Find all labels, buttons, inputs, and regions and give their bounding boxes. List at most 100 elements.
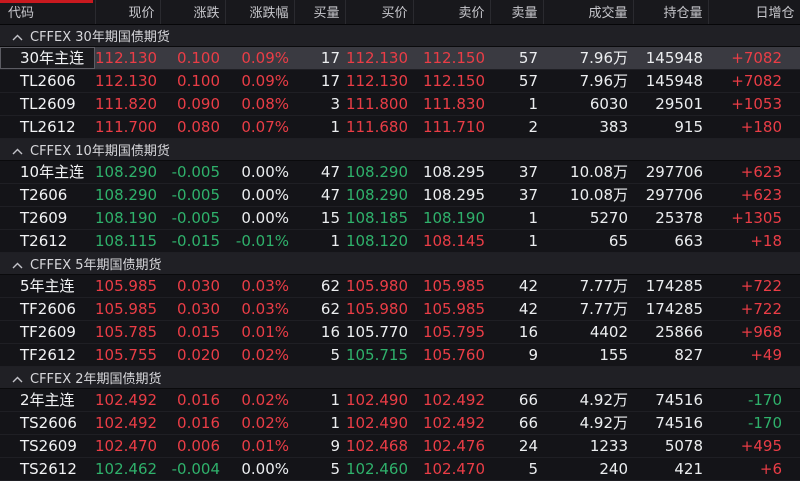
cell-chg_pct: 0.00% — [225, 160, 294, 184]
contract-code: 10年主连 — [0, 160, 95, 184]
contract-code: 30年主连 — [0, 46, 95, 70]
cell-ask_vol: 66 — [490, 411, 543, 435]
cell-bid_vol: 1 — [294, 115, 345, 139]
quote-row[interactable]: TF2606 105.985 0.030 0.03% 62 105.980 105.985 4… — [0, 297, 800, 321]
column-header-ask_vol[interactable]: 卖量 — [490, 0, 544, 25]
cell-bid_vol: 1 — [294, 388, 345, 412]
quote-row[interactable]: T2612 108.115 -0.015 -0.01% 1 108.120 108.145 1… — [0, 229, 800, 253]
cell-chg: -0.005 — [160, 160, 225, 184]
cell-last: 102.492 — [95, 411, 160, 435]
cell-last: 108.290 — [95, 160, 160, 184]
cell-last: 102.492 — [95, 388, 160, 412]
cell-ask: 102.470 — [413, 457, 490, 481]
cell-ask: 111.830 — [413, 92, 490, 116]
cell-chg_pct: 0.03% — [225, 297, 294, 321]
quote-row[interactable]: TL2606 112.130 0.100 0.09% 17 112.130 112.150 5… — [0, 69, 800, 93]
cell-bid: 102.468 — [345, 434, 413, 458]
cell-last: 102.470 — [95, 434, 160, 458]
cell-volume: 1233 — [543, 434, 633, 458]
contract-code: TL2612 — [0, 115, 95, 139]
cell-open_interest: 74516 — [633, 388, 708, 412]
cell-bid_vol: 3 — [294, 92, 345, 116]
cell-oi_chg: +495 — [708, 434, 800, 458]
cell-oi_chg: -170 — [708, 388, 800, 412]
cell-open_interest: 5078 — [633, 434, 708, 458]
group-header-row[interactable]: CFFEX 10年期国债期货 — [0, 137, 800, 161]
cell-ask_vol: 16 — [490, 320, 543, 344]
cell-oi_chg: +968 — [708, 320, 800, 344]
contract-code: TF2612 — [0, 343, 95, 367]
cell-chg: -0.005 — [160, 183, 225, 207]
cell-volume: 10.08万 — [543, 183, 633, 207]
cell-chg_pct: 0.01% — [225, 320, 294, 344]
quote-row[interactable]: 10年主连 108.290 -0.005 0.00% 47 108.290 108.295 3… — [0, 160, 800, 184]
contract-code: 5年主连 — [0, 274, 95, 298]
cell-volume: 10.08万 — [543, 160, 633, 184]
cell-ask_vol: 57 — [490, 46, 543, 70]
cell-chg: -0.004 — [160, 457, 225, 481]
cell-volume: 7.96万 — [543, 46, 633, 70]
column-header-volume[interactable]: 成交量 — [543, 0, 634, 25]
quote-row[interactable]: TL2609 111.820 0.090 0.08% 3 111.800 111.830 1 6… — [0, 92, 800, 116]
cell-chg: 0.020 — [160, 343, 225, 367]
cell-ask_vol: 1 — [490, 229, 543, 253]
cell-bid: 111.800 — [345, 92, 413, 116]
cell-bid: 111.680 — [345, 115, 413, 139]
table-header: 代码 现价 涨跌 涨跌幅 买量 买价 卖价 卖量 成交量 持仓量 日增仓 — [0, 0, 800, 25]
cell-bid: 102.460 — [345, 457, 413, 481]
quote-row[interactable]: T2609 108.190 -0.005 0.00% 15 108.185 108.190 1… — [0, 206, 800, 230]
cell-open_interest: 25866 — [633, 320, 708, 344]
quote-row[interactable]: TS2612 102.462 -0.004 0.00% 5 102.460 102.470 5… — [0, 457, 800, 481]
cell-volume: 4402 — [543, 320, 633, 344]
quote-row[interactable]: TF2609 105.785 0.015 0.01% 16 105.770 105.795 1… — [0, 320, 800, 344]
cell-bid_vol: 5 — [294, 457, 345, 481]
cell-oi_chg: +722 — [708, 297, 800, 321]
cell-chg_pct: 0.03% — [225, 274, 294, 298]
cell-bid_vol: 9 — [294, 434, 345, 458]
cell-bid: 112.130 — [345, 69, 413, 93]
chevron-up-icon — [12, 34, 23, 40]
cell-last: 112.130 — [95, 46, 160, 70]
cell-open_interest: 74516 — [633, 411, 708, 435]
cell-ask: 112.150 — [413, 46, 490, 70]
contract-code: T2606 — [0, 183, 95, 207]
cell-chg: 0.006 — [160, 434, 225, 458]
quote-row[interactable]: TS2609 102.470 0.006 0.01% 9 102.468 102.476 24… — [0, 434, 800, 458]
group-title: CFFEX 30年期国债期货 — [30, 29, 170, 45]
cell-bid_vol: 62 — [294, 274, 345, 298]
active-tab-indicator — [0, 0, 93, 3]
quote-row[interactable]: T2606 108.290 -0.005 0.00% 47 108.290 108.295 3… — [0, 183, 800, 207]
cell-ask: 108.190 — [413, 206, 490, 230]
cell-volume: 7.77万 — [543, 297, 633, 321]
group-header-row[interactable]: CFFEX 30年期国债期货 — [0, 23, 800, 47]
cell-last: 105.985 — [95, 274, 160, 298]
cell-volume: 6030 — [543, 92, 633, 116]
column-header-ask[interactable]: 卖价 — [413, 0, 491, 25]
quote-row[interactable]: TS2606 102.492 0.016 0.02% 1 102.490 102.492 66… — [0, 411, 800, 435]
cell-last: 102.462 — [95, 457, 160, 481]
column-header-oi_chg[interactable]: 日增仓 — [708, 0, 800, 25]
table-header-row: 代码 现价 涨跌 涨跌幅 买量 买价 卖价 卖量 成交量 持仓量 日增仓 — [0, 0, 800, 25]
quote-row[interactable]: 5年主连 105.985 0.030 0.03% 62 105.980 105.985 42 7… — [0, 274, 800, 298]
cell-bid: 102.490 — [345, 411, 413, 435]
quote-row[interactable]: TF2612 105.755 0.020 0.02% 5 105.715 105.760 9 1… — [0, 343, 800, 367]
contract-code: T2612 — [0, 229, 95, 253]
chevron-up-icon — [12, 262, 23, 268]
column-header-bid[interactable]: 买价 — [345, 0, 414, 25]
cell-chg: 0.016 — [160, 388, 225, 412]
group-header-row[interactable]: CFFEX 2年期国债期货 — [0, 365, 800, 389]
cell-chg: 0.030 — [160, 297, 225, 321]
group-header-row[interactable]: CFFEX 5年期国债期货 — [0, 251, 800, 275]
column-header-chg[interactable]: 涨跌 — [160, 0, 226, 25]
column-header-code[interactable]: 代码 — [0, 0, 96, 25]
column-header-bid_vol[interactable]: 买量 — [294, 0, 346, 25]
quote-row[interactable]: 2年主连 102.492 0.016 0.02% 1 102.490 102.492 66 4.… — [0, 388, 800, 412]
column-header-last[interactable]: 现价 — [95, 0, 161, 25]
column-header-open_interest[interactable]: 持仓量 — [633, 0, 709, 25]
quote-row[interactable]: TL2612 111.700 0.080 0.07% 1 111.680 111.710 2 3… — [0, 115, 800, 139]
quote-row[interactable]: 30年主连 112.130 0.100 0.09% 17 112.130 112.150 57… — [0, 46, 800, 70]
cell-ask: 108.295 — [413, 160, 490, 184]
cell-chg_pct: -0.01% — [225, 229, 294, 253]
contract-code: TS2606 — [0, 411, 95, 435]
column-header-chg_pct[interactable]: 涨跌幅 — [225, 0, 295, 25]
